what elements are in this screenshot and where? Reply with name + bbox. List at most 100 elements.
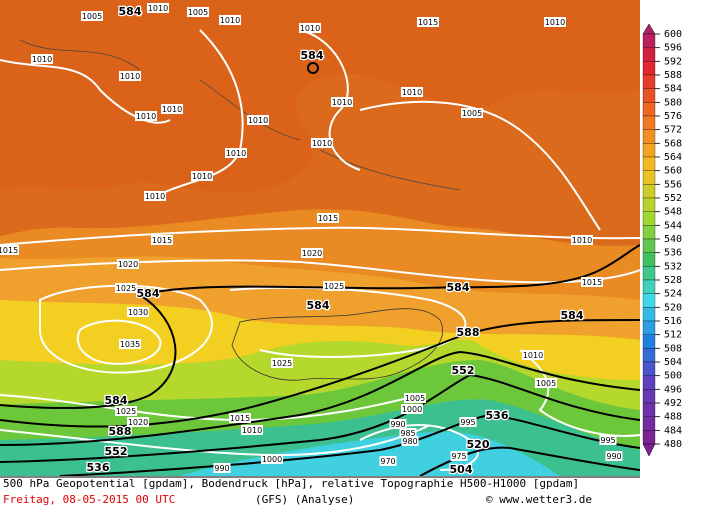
isobar-label: 1030: [128, 308, 148, 317]
isobar-label: 1010: [572, 236, 592, 245]
isobar-label: 1000: [402, 405, 422, 414]
isobar-label: 1010: [312, 139, 332, 148]
isobar-label: 1010: [226, 149, 246, 158]
isobar-label-box: [115, 406, 137, 416]
isobar-label-box: [0, 245, 19, 255]
colorbar-swatch: [642, 320, 656, 335]
isobar-label-box: [187, 7, 209, 17]
colorbar-label: 504: [664, 357, 682, 368]
colorbar-swatch: [642, 47, 656, 62]
colorbar-swatch: [642, 375, 656, 390]
isobar-label-box: [299, 23, 321, 33]
isobar-label-box: [599, 435, 617, 445]
geopotential-label: 552: [452, 364, 475, 377]
colorbar-label: 568: [664, 138, 682, 149]
colorbar-label: 540: [664, 234, 682, 245]
isobar-label: 975: [451, 452, 466, 461]
isobar-label-box: [147, 3, 169, 13]
isobar-label-box: [127, 307, 149, 317]
isobar-label-box: [213, 463, 231, 473]
isobar-label: 1010: [402, 88, 422, 97]
isobar-label-box: [544, 17, 566, 27]
colorbar-label: 600: [664, 29, 682, 40]
colorbar-swatch: [642, 143, 656, 158]
isobar-label: 1010: [332, 98, 352, 107]
colorbar-label: 588: [664, 70, 682, 81]
colorbar-swatch: [642, 307, 656, 322]
isobar-label: 1010: [242, 426, 262, 435]
colorbar-swatch: [642, 266, 656, 281]
geopotential-label: 536: [87, 461, 110, 474]
colorbar-label: 596: [664, 43, 682, 54]
geopotential-label: 520: [467, 438, 490, 451]
colorbar-swatch: [642, 61, 656, 76]
colorbar-swatch: [642, 430, 656, 445]
isobar-label: 1010: [120, 72, 140, 81]
isobar-label: 1000: [262, 455, 282, 464]
colorbar-swatch: [642, 184, 656, 199]
colorbar-swatch: [642, 102, 656, 117]
isobar-label-box: [135, 111, 157, 121]
isobar-label-box: [151, 235, 173, 245]
isobar-label: 1010: [136, 112, 156, 121]
colorbar-swatch: [642, 361, 656, 376]
geopotential-label: 584: [301, 49, 324, 62]
colorbar-swatch: [642, 238, 656, 253]
colorbar-arrow-top: [642, 23, 656, 35]
colorbar-label: 584: [664, 84, 682, 95]
isobar-label: 1010: [192, 172, 212, 181]
isobar-label: 1010: [248, 116, 268, 125]
isobar-label-box: [81, 11, 103, 21]
isobar-label: 1005: [405, 394, 425, 403]
isobar-label-box: [301, 248, 323, 258]
isobar-label-box: [323, 281, 345, 291]
colorbar-swatch: [642, 252, 656, 267]
geopotential-label: 584: [307, 299, 330, 312]
isobar-label-box: [404, 393, 426, 403]
colorbar-swatch: [642, 279, 656, 294]
geopotential-label: 584: [137, 287, 160, 300]
isobar-label: 1010: [162, 105, 182, 114]
colorbar-arrow-bottom: [642, 443, 656, 457]
isobar-label: 1010: [523, 351, 543, 360]
colorbar-label: 480: [664, 439, 682, 450]
colorbar-label: 532: [664, 261, 682, 272]
isobar-label-box: [317, 213, 339, 223]
isobar-label-box: [379, 456, 397, 466]
isobar-label-box: [605, 451, 623, 461]
isobar-label-box: [219, 15, 241, 25]
isobar-label: 1020: [118, 260, 138, 269]
isobar-label-box: [535, 378, 557, 388]
isobar-label: 995: [600, 436, 615, 445]
map-field: 1005 1010 1010 1005 1010 1010 1015 1010 1010 1010…: [0, 0, 640, 476]
colorbar-swatch: [642, 293, 656, 308]
colorbar-label: 492: [664, 398, 682, 409]
isobar-label: 1005: [462, 109, 482, 118]
isobar-label-box: [225, 148, 247, 158]
isobar-label-box: [581, 277, 603, 287]
colorbar-swatch: [642, 74, 656, 89]
isobar-label-box: [271, 358, 293, 368]
isobar-label-box: [522, 350, 544, 360]
isobar-label: 1005: [188, 8, 208, 17]
colorbar-swatch: [642, 402, 656, 417]
isobar-label: 1015: [582, 278, 602, 287]
isobar-label: 1005: [536, 379, 556, 388]
isobar-label: 1015: [0, 246, 18, 255]
colorbar-swatch: [642, 348, 656, 363]
geopotential-label: 584: [105, 394, 128, 407]
isobar-label: 1020: [302, 249, 322, 258]
isobar-label-box: [247, 115, 269, 125]
colorbar-swatch: [642, 88, 656, 103]
colorbar-label: 548: [664, 207, 682, 218]
isobar-label: 985: [400, 429, 415, 438]
isobar-label: 1025: [116, 407, 136, 416]
geopotential-label: 536: [486, 409, 509, 422]
colorbar-swatch: [642, 211, 656, 226]
geopotential-label: 588: [109, 425, 132, 438]
colorbar-label: 576: [664, 111, 682, 122]
isobar-label-box: [119, 339, 141, 349]
colorbar-label: 592: [664, 56, 682, 67]
colorbar-label: 508: [664, 343, 682, 354]
